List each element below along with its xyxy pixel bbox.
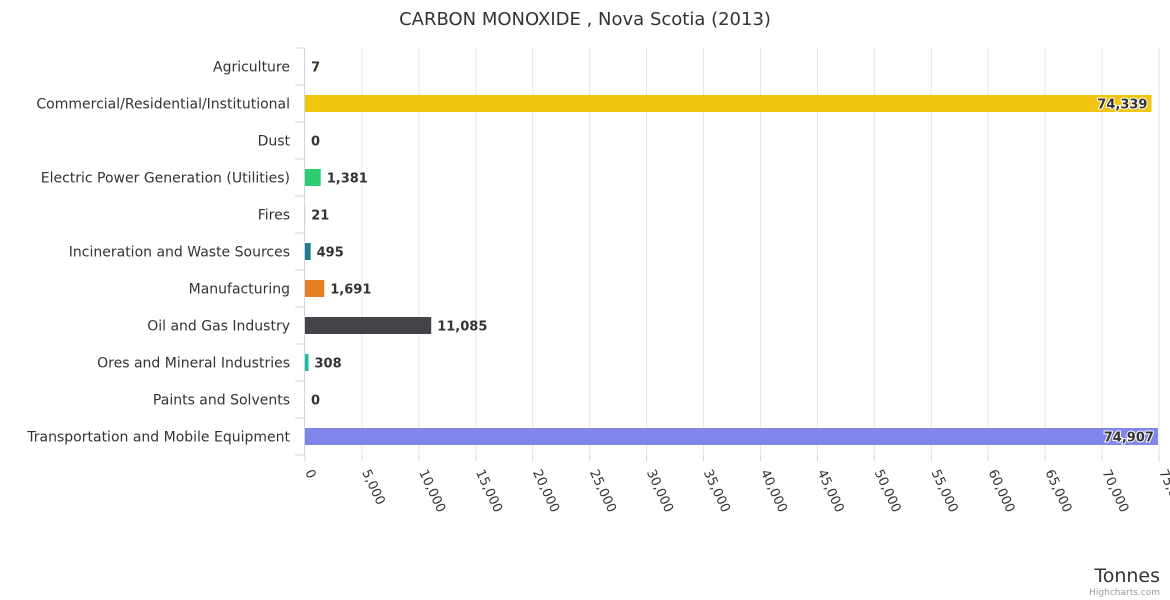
value-tick-label: 30,000 — [643, 467, 676, 515]
value-tick-label: 60,000 — [985, 467, 1018, 515]
value-tick-label: 55,000 — [928, 467, 961, 515]
value-tick-label: 45,000 — [814, 467, 847, 515]
category-label: Commercial/Residential/Institutional — [36, 97, 290, 113]
category-label: Manufacturing — [189, 282, 290, 298]
credits-link[interactable]: Highcharts.com — [1089, 588, 1160, 598]
chart-title: CARBON MONOXIDE , Nova Scotia (2013) — [399, 9, 771, 30]
category-label: Ores and Mineral Industries — [97, 356, 290, 372]
category-label: Oil and Gas Industry — [147, 319, 290, 335]
category-axis: Agriculture Commercial/Residential/Instit… — [26, 47, 305, 456]
data-label: 74,339 — [1097, 98, 1147, 113]
value-axis-title: Tonnes — [1093, 565, 1160, 587]
category-label: Incineration and Waste Sources — [69, 245, 290, 261]
data-label: 495 — [317, 246, 344, 261]
category-label: Fires — [258, 208, 290, 224]
bar[interactable] — [305, 243, 311, 260]
data-label: 1,381 — [327, 172, 368, 187]
value-tick-label: 10,000 — [415, 467, 448, 515]
value-tick-label: 15,000 — [472, 467, 505, 515]
data-label: 0 — [311, 135, 320, 150]
category-label: Paints and Solvents — [153, 393, 290, 409]
data-label: 74,907 — [1104, 431, 1154, 446]
value-tick-label: 20,000 — [529, 467, 562, 515]
data-label: 21 — [311, 209, 329, 224]
value-tick-label: 65,000 — [1042, 467, 1075, 515]
category-label: Transportation and Mobile Equipment — [26, 430, 290, 446]
category-label: Electric Power Generation (Utilities) — [41, 171, 290, 187]
category-label: Dust — [258, 134, 291, 150]
bar[interactable] — [305, 95, 1152, 112]
bar[interactable] — [305, 317, 432, 334]
bar[interactable] — [305, 428, 1158, 445]
data-label: 7 — [311, 61, 320, 76]
category-label: Agriculture — [213, 60, 290, 76]
value-tick-label: 70,000 — [1098, 467, 1131, 515]
data-labels: 7 74,339 0 1,381 21 495 1,691 11,085 308 0 74,907 — [311, 61, 1155, 447]
value-tick-label: 50,000 — [871, 467, 904, 515]
value-tick-label: 40,000 — [757, 467, 790, 515]
value-tick-label: 35,000 — [700, 467, 733, 515]
bar[interactable] — [305, 169, 321, 186]
bar[interactable] — [305, 354, 309, 371]
data-label: 11,085 — [437, 320, 487, 335]
value-tick-label: 5,000 — [358, 467, 387, 507]
value-axis: 0 5,000 10,000 15,000 20,000 25,000 30,000 35,0… — [301, 455, 1170, 515]
value-tick-label: 25,000 — [586, 467, 619, 515]
grid-lines — [361, 48, 1160, 455]
value-tick-label: 75,000 — [1155, 467, 1170, 515]
data-label: 1,691 — [330, 283, 371, 298]
value-tick-label: 0 — [301, 467, 318, 481]
bar[interactable] — [305, 280, 325, 297]
data-label: 308 — [315, 357, 342, 372]
data-label: 0 — [311, 394, 320, 409]
bar-series — [305, 58, 1158, 445]
